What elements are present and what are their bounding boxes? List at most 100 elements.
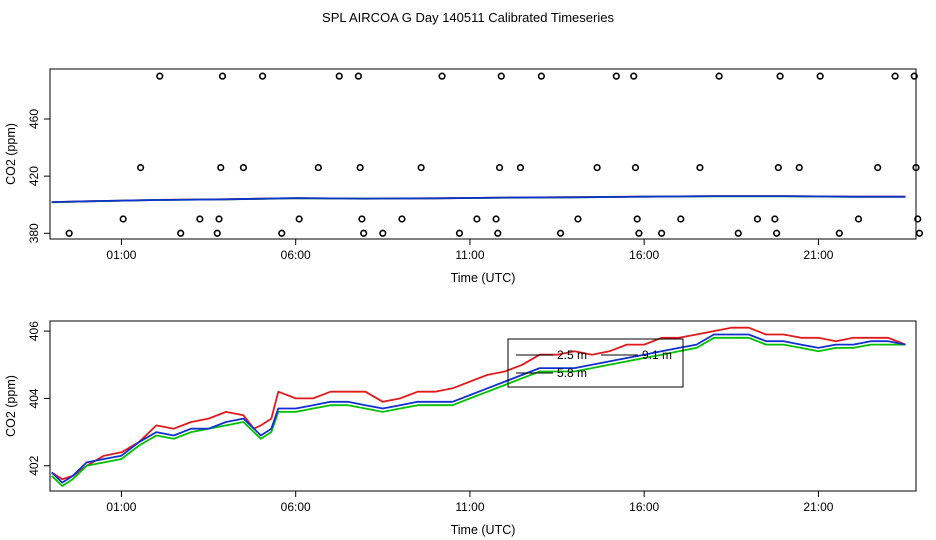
scatter-point <box>771 215 779 223</box>
bottom-series-line-2 <box>51 336 906 487</box>
scatter-point <box>835 229 843 237</box>
scatter-point <box>473 215 481 223</box>
scatter-point <box>497 72 505 80</box>
scatter-point <box>612 72 620 80</box>
top-x-label: Time (UTC) <box>451 271 516 285</box>
scatter-point <box>914 215 922 223</box>
top-x-axis: 01:00 06:00 11:00 16:00 21:00 <box>106 239 834 262</box>
scatter-point <box>492 215 500 223</box>
scatter-point <box>874 163 882 172</box>
scatter-point <box>715 72 723 80</box>
bottom-series <box>51 326 906 487</box>
scatter-point <box>696 163 704 172</box>
bottom-y-tick-label: 402 <box>27 455 41 475</box>
scatter-point <box>912 163 920 172</box>
bottom-plot-frame <box>49 320 917 492</box>
scatter-point <box>795 163 803 172</box>
top-plot-frame <box>49 68 917 240</box>
bottom-x-label: Time (UTC) <box>451 523 516 537</box>
bottom-x-tick-label: 11:00 <box>455 500 484 514</box>
top-y-label: CO2 (ppm) <box>4 123 18 185</box>
scatter-point <box>910 72 918 80</box>
top-y-axis: 380 420 460 <box>27 109 50 243</box>
scatter-point <box>537 72 545 80</box>
scatter-point <box>574 215 582 223</box>
scatter-point <box>633 215 641 223</box>
scatter-point <box>119 215 127 223</box>
scatter-point <box>354 72 363 80</box>
scatter-point <box>360 229 368 237</box>
scatter-point <box>278 229 286 237</box>
scatter-point <box>335 72 343 80</box>
bottom-x-tick-label: 16:00 <box>629 500 659 514</box>
scatter-point <box>495 163 504 172</box>
top-panel: 01:00 06:00 11:00 16:00 21:00 380 420 460 Time… <box>4 68 924 285</box>
scatter-point <box>915 229 924 237</box>
scatter-point <box>217 163 225 172</box>
bottom-panel: 01:00 06:00 11:00 16:00 21:00 402 404 406 Time… <box>4 320 917 537</box>
scatter-point <box>417 163 425 172</box>
top-scatter-points <box>65 72 924 237</box>
scatter-point <box>631 163 640 172</box>
scatter-point <box>635 229 643 237</box>
chart-title: SPL AIRCOA G Day 140511 Calibrated Times… <box>322 10 614 25</box>
top-series <box>51 195 906 204</box>
scatter-point <box>177 229 185 237</box>
bottom-x-tick-label: 21:00 <box>803 500 833 514</box>
bottom-y-tick-label: 406 <box>27 321 41 341</box>
scatter-point <box>258 72 267 80</box>
scatter-point <box>516 163 525 172</box>
top-x-tick-label: 21:00 <box>803 248 833 262</box>
legend-label-5-8m: 5.8 m <box>557 366 587 380</box>
scatter-point <box>494 229 502 237</box>
scatter-point <box>774 163 782 172</box>
scatter-point <box>593 163 601 172</box>
scatter-point <box>734 229 742 237</box>
bottom-y-axis: 402 404 406 <box>27 321 50 476</box>
bottom-x-tick-label: 01:00 <box>106 500 136 514</box>
scatter-point <box>438 72 446 80</box>
scatter-point <box>314 163 322 172</box>
scatter-point <box>215 215 223 223</box>
scatter-point <box>816 72 824 80</box>
top-x-tick-label: 16:00 <box>629 248 659 262</box>
scatter-point <box>398 215 406 223</box>
bottom-y-tick-label: 404 <box>27 388 41 408</box>
legend-label-2-5m: 2.5 m <box>557 348 587 362</box>
scatter-point <box>379 229 387 237</box>
bottom-x-tick-label: 06:00 <box>281 500 311 514</box>
top-x-tick-label: 01:00 <box>106 248 136 262</box>
bottom-y-label: CO2 (ppm) <box>4 375 18 437</box>
scatter-point <box>753 215 762 223</box>
scatter-point <box>156 72 164 80</box>
top-y-tick-label: 460 <box>27 109 41 129</box>
scatter-point <box>358 215 366 223</box>
top-x-tick-label: 06:00 <box>281 248 311 262</box>
top-series-line-3 <box>51 195 906 203</box>
legend-box <box>507 338 684 388</box>
top-x-tick-label: 11:00 <box>455 248 484 262</box>
legend-label-9-1m: 9.1 m <box>642 348 672 362</box>
top-y-tick-label: 380 <box>27 223 41 243</box>
scatter-point <box>556 229 565 237</box>
bottom-series-line-1 <box>51 326 906 481</box>
scatter-point <box>773 229 781 237</box>
scatter-point <box>677 215 685 223</box>
scatter-point <box>213 229 221 237</box>
legend: 2.5 m 5.8 m 9.1 m <box>507 338 684 388</box>
scatter-point <box>854 215 863 223</box>
scatter-point <box>455 229 464 237</box>
scatter-point <box>356 163 364 172</box>
scatter-point <box>137 163 145 172</box>
scatter-point <box>658 229 666 237</box>
scatter-point <box>196 215 204 223</box>
scatter-point <box>891 72 899 80</box>
scatter-point <box>239 163 248 172</box>
scatter-point <box>218 72 227 80</box>
bottom-x-axis: 01:00 06:00 11:00 16:00 21:00 <box>106 491 834 514</box>
scatter-point <box>65 229 73 237</box>
scatter-point <box>295 215 303 223</box>
bottom-series-line-3 <box>51 333 906 484</box>
